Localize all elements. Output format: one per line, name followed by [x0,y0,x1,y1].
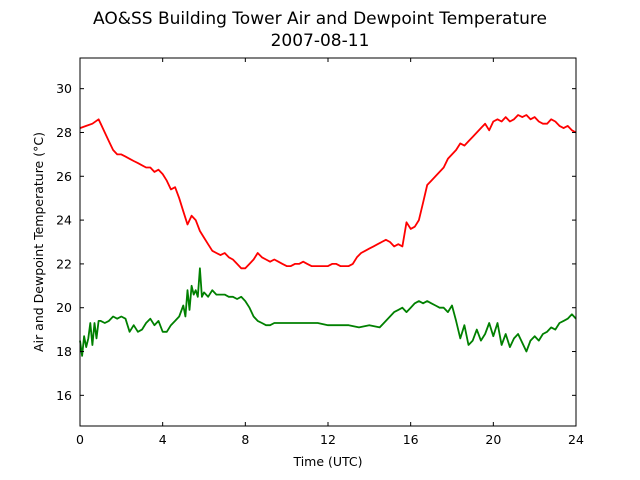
x-tick-label: 8 [241,432,249,447]
x-tick-label: 20 [485,432,501,447]
y-tick-label: 30 [56,81,72,96]
y-tick-label: 28 [56,125,72,140]
x-axis: 0 4 8 12 16 20 24 [76,58,584,447]
series-line-1 [79,267,577,357]
x-tick-label: 24 [568,432,584,447]
y-tick-label: 26 [56,169,72,184]
y-tick-label: 18 [56,344,72,359]
x-tick-label: 0 [76,432,84,447]
x-tick-label: 12 [320,432,336,447]
x-tick-label: 4 [159,432,167,447]
plot-area [80,58,576,426]
x-axis-label: Time (UTC) [292,454,362,469]
series-line-0 [79,114,577,270]
y-axis: 16 18 20 22 24 26 28 30 [56,81,576,403]
x-tick-label: 16 [403,432,419,447]
y-tick-label: 20 [56,300,72,315]
y-tick-label: 22 [56,256,72,271]
y-tick-label: 16 [56,388,72,403]
y-axis-label: Air and Dewpoint Temperature (°C) [31,132,46,352]
chart-subtitle: 2007-08-11 [271,31,370,51]
y-tick-label: 24 [56,213,72,228]
chart-title: AO&SS Building Tower Air and Dewpoint Te… [93,9,547,29]
series-layer [79,114,577,357]
